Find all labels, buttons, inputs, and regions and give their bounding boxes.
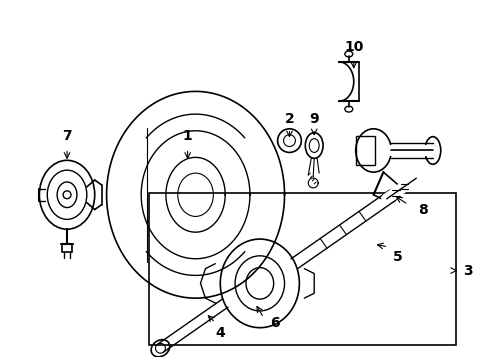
Bar	[149, 193, 455, 345]
Text: 7: 7	[62, 129, 72, 143]
Text: 8: 8	[417, 203, 427, 216]
Text: 9: 9	[309, 112, 318, 126]
Text: 3: 3	[462, 264, 471, 278]
Text: 10: 10	[344, 40, 363, 54]
Text: 2: 2	[284, 112, 294, 126]
Text: 1: 1	[183, 129, 192, 143]
Bar	[62, 244, 72, 252]
Text: 6: 6	[269, 316, 279, 330]
Text: 4: 4	[215, 325, 224, 339]
Text: 5: 5	[392, 250, 402, 264]
Ellipse shape	[424, 137, 440, 164]
Bar	[355, 136, 375, 165]
